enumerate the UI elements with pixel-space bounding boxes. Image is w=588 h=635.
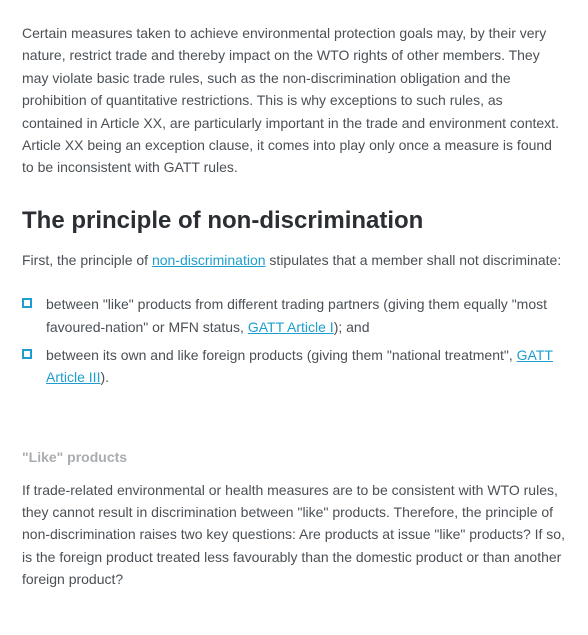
- bullet-list: between "like" products from different t…: [22, 293, 566, 389]
- section-heading-nondiscrimination: The principle of non-discrimination: [22, 207, 566, 235]
- text-fragment: First, the principle of: [22, 252, 152, 268]
- like-products-paragraph: If trade-related environmental or health…: [22, 479, 566, 591]
- text-fragment: ).: [100, 369, 109, 385]
- text-fragment: stipulates that a member shall not discr…: [266, 252, 562, 268]
- subheading-like-products: "Like" products: [22, 449, 566, 465]
- intro-paragraph: Certain measures taken to achieve enviro…: [22, 22, 566, 179]
- link-gatt-article-i[interactable]: GATT Article I: [248, 319, 334, 335]
- bullet-square-icon: [22, 349, 32, 359]
- list-item: between its own and like foreign product…: [22, 344, 566, 389]
- text-fragment: between its own and like foreign product…: [46, 347, 517, 363]
- bullet-square-icon: [22, 298, 32, 308]
- nondiscrimination-intro-paragraph: First, the principle of non-discriminati…: [22, 249, 566, 271]
- text-fragment: ); and: [334, 319, 370, 335]
- list-item: between "like" products from different t…: [22, 293, 566, 338]
- link-non-discrimination[interactable]: non-discrimination: [152, 252, 266, 268]
